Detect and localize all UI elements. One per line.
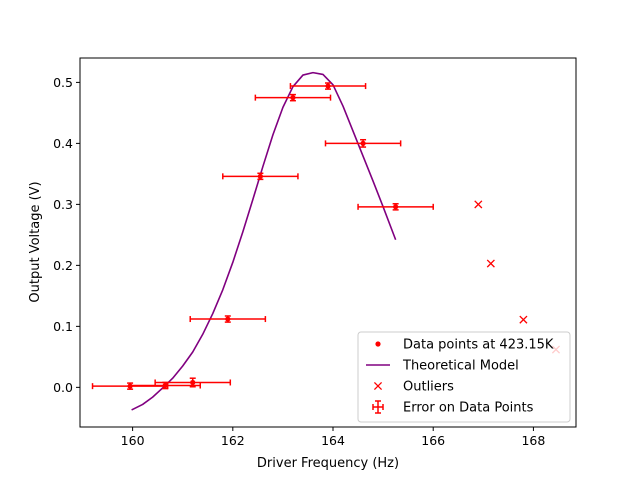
data-point — [393, 204, 399, 210]
legend-entry: Theoretical Model — [366, 359, 519, 374]
data-point — [190, 379, 196, 386]
data-point — [225, 316, 231, 322]
data-point — [325, 83, 331, 89]
x-axis-label: Driver Frequency (Hz) — [257, 456, 399, 471]
y-tick-label: 0.4 — [53, 136, 73, 151]
outlier-stroke — [519, 315, 528, 324]
x-tick-label: 166 — [421, 433, 445, 448]
legend-label: Error on Data Points — [403, 401, 534, 416]
y-tick-label: 0.3 — [53, 197, 73, 212]
legend-label: Data points at 423.15K — [403, 338, 554, 353]
axes: 160 162 164 166 168 0.0 0.1 0.2 0.3 0.4 0.5 — [53, 57, 577, 448]
data-point — [257, 173, 263, 179]
legend-entry: Outliers — [373, 380, 454, 395]
legend-label: Theoretical Model — [402, 359, 519, 374]
legend-label: Outliers — [403, 380, 454, 395]
outlier-marker — [486, 259, 495, 268]
axes-frame — [79, 57, 577, 428]
outlier-marker — [474, 200, 483, 209]
model-line — [131, 71, 397, 411]
legend-x-icon — [373, 381, 383, 391]
x-tick-label: 164 — [321, 433, 345, 448]
y-axis-label: Output Voltage (V) — [28, 181, 43, 302]
x-tick-label: 160 — [121, 433, 145, 448]
outlier-stroke — [474, 200, 483, 209]
data-point — [360, 140, 366, 146]
y-tick-label: 0.0 — [53, 380, 73, 395]
outlier-stroke — [486, 259, 495, 268]
y-tick-label: 0.2 — [53, 258, 73, 273]
legend-entry: Error on Data Points — [372, 400, 534, 416]
y-tick-label: 0.1 — [53, 319, 73, 334]
legend-entry: Data points at 423.15K — [375, 338, 554, 353]
data-point — [290, 95, 296, 101]
outlier-marker — [519, 315, 528, 324]
x-tick-label: 162 — [221, 433, 245, 448]
data-point — [162, 382, 168, 389]
legend: Data points at 423.15K Theoretical Model O… — [357, 331, 571, 423]
legend-dot-icon — [375, 341, 381, 347]
plot-area — [91, 71, 561, 411]
y-tick-label: 0.5 — [53, 75, 73, 90]
x-tick-label: 168 — [521, 433, 545, 448]
legend-box — [357, 331, 571, 423]
